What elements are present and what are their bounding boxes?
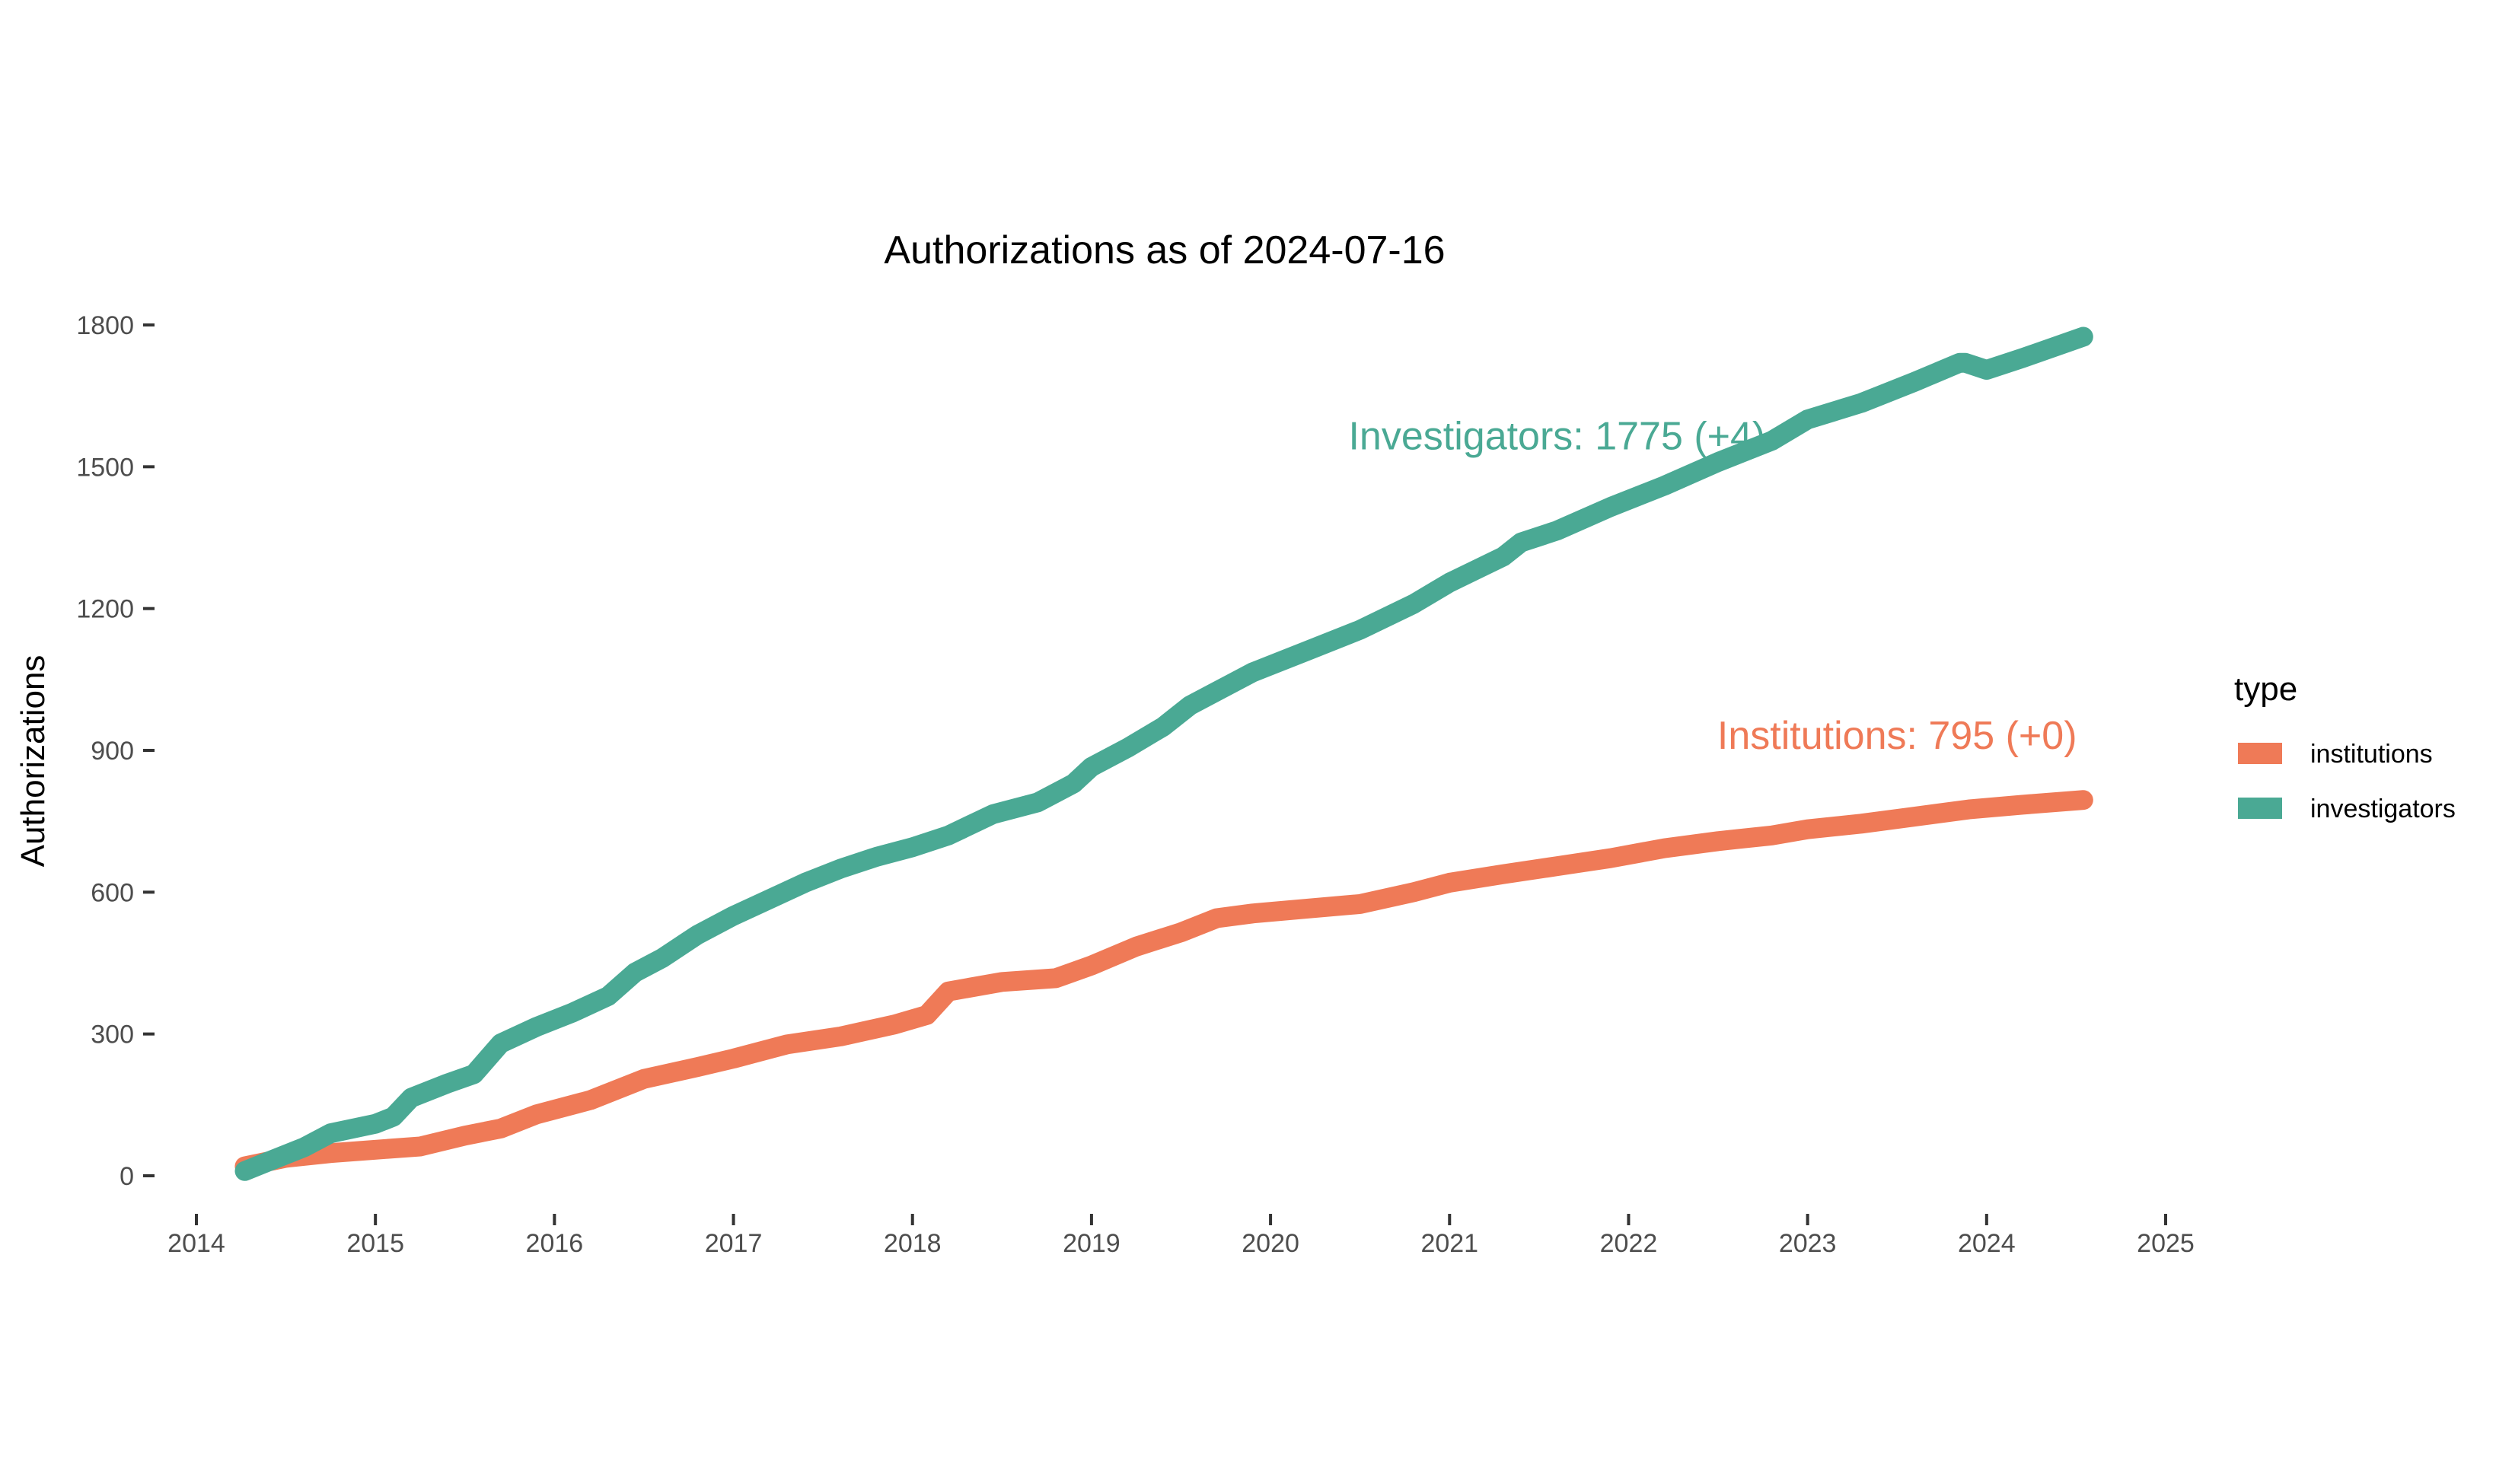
x-tick-label: 2016 [526,1229,584,1258]
x-tick-label: 2014 [167,1229,225,1258]
y-axis-label: Authorizations [14,655,52,868]
series-layer [234,326,2093,1181]
x-tick-label: 2017 [705,1229,763,1258]
x-tick-label: 2018 [884,1229,942,1258]
legend-swatch-institutions [2238,743,2282,764]
annotation-investigators: Investigators: 1775 (+4) [1348,414,1765,458]
y-tick-label: 900 [91,737,134,766]
x-tick-label: 2019 [1063,1229,1121,1258]
x-axis: 2014 2015 2016 2017 2018 2019 2020 2021 2022 2023… [167,1214,2195,1258]
legend-swatch-investigators [2238,798,2282,819]
y-tick-label: 1500 [76,453,134,482]
legend: type institutions investigators [2234,670,2456,823]
legend-label-institutions: institutions [2310,740,2433,769]
annotation-layer: Investigators: 1775 (+4) Institutions: 79… [1348,414,2077,758]
y-tick-label: 1200 [76,595,134,624]
series-line-investigators [234,326,2093,1181]
annotation-institutions: Institutions: 795 (+0) [1717,714,2077,758]
y-tick-label: 0 [120,1162,134,1191]
chart-title: Authorizations as of 2024-07-16 [884,228,1445,272]
series-line-institutions [234,790,2093,1177]
x-tick-label: 2025 [2137,1229,2195,1258]
legend-items: institutions investigators [2238,740,2456,823]
y-tick-label: 300 [91,1021,134,1049]
x-tick-label: 2021 [1420,1229,1478,1258]
y-tick-label: 1800 [76,311,134,340]
x-tick-label: 2023 [1779,1229,1837,1258]
x-tick-label: 2024 [1958,1229,2016,1258]
legend-title: type [2234,670,2297,708]
x-tick-label: 2015 [346,1229,404,1258]
y-axis: 0 300 600 900 1200 1500 1800 [76,311,155,1191]
x-tick-label: 2022 [1600,1229,1658,1258]
x-tick-label: 2020 [1242,1229,1299,1258]
y-tick-label: 600 [91,878,134,907]
legend-label-investigators: investigators [2310,795,2456,823]
